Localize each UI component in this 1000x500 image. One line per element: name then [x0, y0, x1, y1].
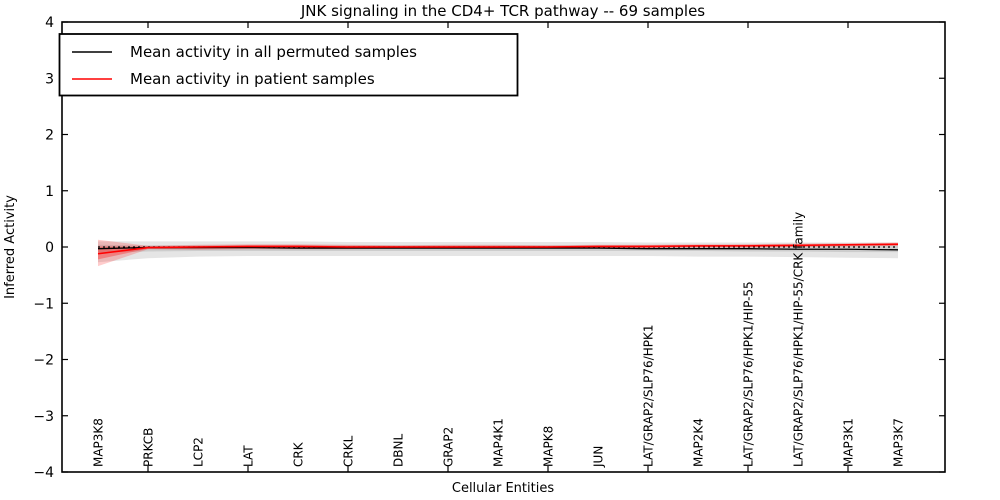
- y-tick-label: −1: [33, 296, 54, 312]
- x-tick-label: MAP3K8: [92, 418, 106, 467]
- x-tick-label: GRAP2: [442, 427, 456, 467]
- x-tick-label: MAPK8: [542, 426, 556, 467]
- x-tick-label: JUN: [592, 446, 606, 468]
- x-tick-label: LAT/GRAP2/SLP76/HPK1/HIP-55/CRK family: [792, 212, 806, 467]
- x-tick-label: MAP4K1: [492, 418, 506, 467]
- x-tick-label: DBNL: [392, 434, 406, 467]
- y-tick-label: −2: [33, 353, 54, 369]
- permuted-mean-line: [97, 246, 899, 251]
- series-lines: [97, 243, 899, 255]
- y-tick-labels: −4 −3 −2 −1 0 1 2 3 4: [33, 15, 54, 481]
- y-axis-label: Inferred Activity: [3, 195, 18, 299]
- y-tick-label: 4: [45, 15, 54, 31]
- x-tick-label: LAT/GRAP2/SLP76/HPK1: [642, 325, 656, 468]
- legend-label-patient: Mean activity in patient samples: [130, 70, 375, 88]
- confidence-bands: [98, 239, 898, 267]
- patient-mean-line: [97, 243, 899, 255]
- x-tick-label: LAT/GRAP2/SLP76/HPK1/HIP-55: [742, 281, 756, 467]
- y-tick-label: −3: [33, 409, 54, 425]
- legend: Mean activity in all permuted samples Me…: [58, 33, 519, 97]
- x-tick-label: CRKL: [342, 435, 356, 467]
- x-tick-label: LAT: [242, 445, 256, 467]
- legend-label-permuted: Mean activity in all permuted samples: [130, 43, 417, 61]
- y-tick-label: 2: [45, 128, 54, 144]
- axis-ticks: [62, 21, 945, 473]
- x-tick-label: LCP2: [192, 437, 206, 467]
- x-tick-labels: MAP3K8 PRKCB LCP2 LAT CRK CRKL DBNL GRAP2 MAP4K1…: [92, 212, 906, 468]
- y-tick-label: −4: [33, 465, 54, 481]
- legend-box: [58, 33, 519, 97]
- x-tick-label: MAP3K7: [892, 418, 906, 467]
- y-tick-label: 3: [45, 71, 54, 87]
- x-tick-label: PRKCB: [142, 428, 156, 467]
- y-tick-label: 1: [45, 184, 54, 200]
- x-tick-label: MAP3K1: [842, 418, 856, 467]
- x-tick-label: CRK: [292, 441, 306, 467]
- x-axis-label: Cellular Entities: [452, 481, 554, 496]
- x-tick-label: MAP2K4: [692, 418, 706, 467]
- chart-title: JNK signaling in the CD4+ TCR pathway --…: [300, 2, 705, 20]
- y-tick-label: 0: [45, 240, 54, 256]
